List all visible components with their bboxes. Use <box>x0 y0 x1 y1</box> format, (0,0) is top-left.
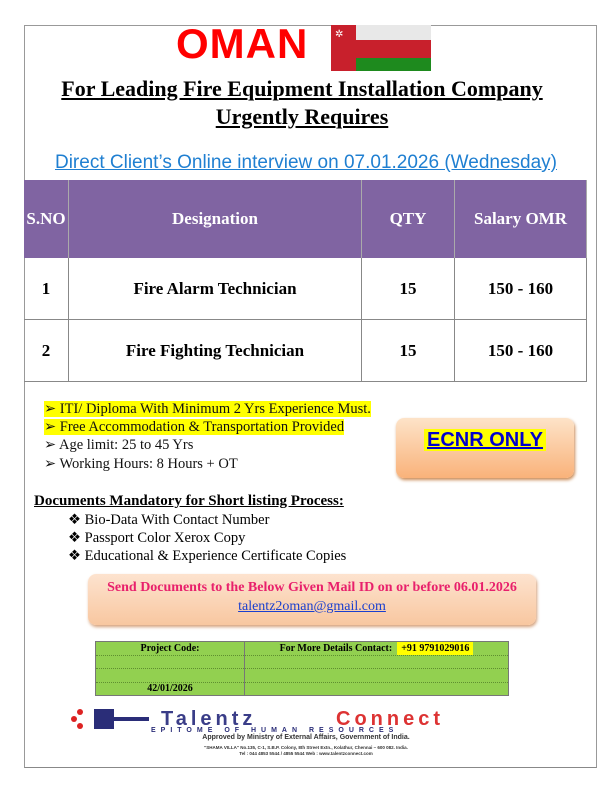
cell-sno: 2 <box>24 319 69 382</box>
arrow-bullet-icon: ➢ <box>44 456 60 472</box>
documents-heading: Documents Mandatory for Short listing Pr… <box>34 493 344 509</box>
table-header-row: S.NO Designation QTY Salary OMR <box>24 180 587 258</box>
table-row: 2 Fire Fighting Technician 15 150 - 160 <box>24 319 587 382</box>
cell-qty: 15 <box>361 258 455 320</box>
project-code-label: Project Code: <box>95 641 245 656</box>
details-label: For More Details Contact: <box>279 642 393 654</box>
ecnr-badge: ECNR ONLY <box>396 418 574 478</box>
cell-qty: 15 <box>361 319 455 382</box>
col-salary: Salary OMR <box>454 180 587 258</box>
document-item: ❖ Educational & Experience Certificate C… <box>68 548 347 564</box>
arrow-bullet-icon: ➢ <box>44 437 59 453</box>
svg-text:EPITOME OF HUMAN RESOURCES: EPITOME OF HUMAN RESOURCES <box>151 727 398 733</box>
jobs-table: S.NO Designation QTY Salary OMR 1 Fire A… <box>24 180 587 382</box>
svg-text:Talentz: Talentz <box>161 708 256 730</box>
col-sno: S.NO <box>24 180 69 258</box>
diamond-bullet-icon: ❖ <box>68 530 85 546</box>
cell-sno: 1 <box>24 258 69 320</box>
document-item: ❖ Passport Color Xerox Copy <box>68 530 246 546</box>
oman-flag: ✲ <box>331 25 431 71</box>
arrow-bullet-icon: ➢ <box>44 401 60 417</box>
contact-table: Project Code: For More Details Contact: … <box>95 641 509 696</box>
page-border <box>24 25 597 768</box>
arrow-bullet-icon: ➢ <box>44 419 60 435</box>
contact-phone: +91 9791029016 <box>397 641 474 655</box>
table-row: 1 Fire Alarm Technician 15 150 - 160 <box>24 258 587 320</box>
svg-text:Connect: Connect <box>336 708 444 730</box>
address: "SHAMA VILLA" No.135, C-1, S.B.P. Colony… <box>204 745 408 750</box>
document-item: ❖ Bio-Data With Contact Number <box>68 512 270 528</box>
project-code-value: 42/01/2026 <box>95 682 245 696</box>
svg-text:✲: ✲ <box>335 29 343 40</box>
interview-link[interactable]: Direct Client’s Online interview on 07.0… <box>54 152 557 173</box>
requirement-item: ➢ Free Accommodation & Transportation Pr… <box>44 419 345 435</box>
approval-note: Approved by Ministry of External Affairs… <box>202 734 410 741</box>
requirement-item: ➢ Age limit: 25 to 45 Yrs <box>44 437 194 453</box>
email-link[interactable]: talentz2oman@gmail.com <box>238 599 386 614</box>
send-instructions: Send Documents to the Below Given Mail I… <box>107 580 517 595</box>
headline: For Leading Fire Equipment Installation … <box>61 76 543 101</box>
talentz-connect-logo: Talentz Connect EPITOME OF HUMAN RESOURC… <box>66 705 536 734</box>
cell-salary: 150 - 160 <box>454 258 587 320</box>
country-title: OMAN <box>176 20 309 67</box>
requirement-item: ➢ ITI/ Diploma With Minimum 2 Yrs Experi… <box>44 401 371 417</box>
diamond-bullet-icon: ❖ <box>68 512 85 528</box>
subheadline: Urgently Requires <box>215 104 389 129</box>
cell-designation: Fire Fighting Technician <box>68 319 362 382</box>
requirement-item: ➢ Working Hours: 8 Hours + OT <box>44 456 238 472</box>
cell-designation: Fire Alarm Technician <box>68 258 362 320</box>
diamond-bullet-icon: ❖ <box>68 548 85 564</box>
col-designation: Designation <box>68 180 362 258</box>
col-qty: QTY <box>361 180 455 258</box>
tel-web: Tel : 044 4853 5544 / 4855 5544 Web : ww… <box>239 751 373 756</box>
cell-salary: 150 - 160 <box>454 319 587 382</box>
send-documents-box: Send Documents to the Below Given Mail I… <box>88 574 536 625</box>
